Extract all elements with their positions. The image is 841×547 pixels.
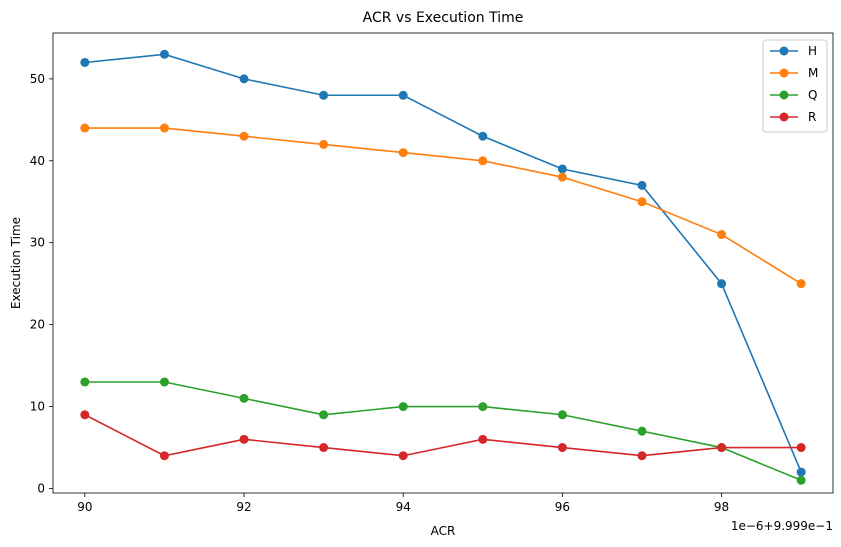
legend-marker bbox=[779, 46, 789, 56]
data-point bbox=[239, 131, 249, 141]
data-point bbox=[796, 475, 806, 485]
legend-item: M bbox=[770, 66, 818, 80]
x-tick-label: 90 bbox=[77, 500, 92, 514]
x-tick-label: 96 bbox=[555, 500, 570, 514]
y-tick-label: 30 bbox=[30, 236, 45, 250]
data-point bbox=[557, 410, 567, 420]
data-point bbox=[796, 279, 806, 289]
y-tick-label: 20 bbox=[30, 318, 45, 332]
data-point bbox=[239, 74, 249, 84]
data-point bbox=[717, 443, 727, 453]
data-point bbox=[478, 131, 488, 141]
y-tick-label: 10 bbox=[30, 400, 45, 414]
data-point bbox=[319, 443, 329, 453]
data-point bbox=[159, 451, 169, 461]
legend-item: Q bbox=[770, 88, 817, 102]
y-tick-label: 40 bbox=[30, 154, 45, 168]
series-layer bbox=[80, 49, 806, 485]
series-r bbox=[80, 410, 806, 461]
data-point bbox=[557, 443, 567, 453]
series-line bbox=[84, 127, 802, 285]
legend-label: R bbox=[808, 110, 816, 124]
data-point bbox=[478, 402, 488, 412]
data-point bbox=[398, 402, 408, 412]
series-m bbox=[80, 123, 806, 289]
y-axis: 0 10 20 30 40 50 bbox=[30, 72, 53, 495]
series-line bbox=[84, 414, 802, 457]
plot-frame bbox=[52, 32, 834, 494]
x-offset-text: 1e−6+9.999e−1 bbox=[731, 519, 833, 533]
data-point bbox=[80, 123, 90, 133]
data-point bbox=[398, 90, 408, 100]
data-point bbox=[637, 426, 647, 436]
data-point bbox=[557, 164, 567, 174]
data-point bbox=[80, 410, 90, 420]
data-point bbox=[717, 279, 727, 289]
legend-frame bbox=[762, 39, 828, 133]
data-point bbox=[637, 197, 647, 207]
x-tick-label: 92 bbox=[236, 500, 251, 514]
data-point bbox=[159, 49, 169, 59]
legend-label: Q bbox=[808, 88, 817, 102]
data-point bbox=[319, 139, 329, 149]
data-point bbox=[159, 123, 169, 133]
chart-title: ACR vs Execution Time bbox=[363, 10, 524, 26]
legend-marker bbox=[779, 90, 789, 100]
series-h bbox=[80, 49, 806, 477]
data-point bbox=[796, 467, 806, 477]
data-point bbox=[398, 451, 408, 461]
legend-marker bbox=[779, 112, 789, 122]
x-tick-label: 98 bbox=[714, 500, 729, 514]
data-point bbox=[717, 230, 727, 240]
series-line bbox=[84, 53, 802, 473]
legend-marker bbox=[779, 68, 789, 78]
series-q bbox=[80, 377, 806, 485]
x-tick-label: 94 bbox=[396, 500, 411, 514]
legend-item: H bbox=[770, 44, 817, 58]
plot-area: 90 92 94 96 98 0 10 20 30 40 50 bbox=[30, 32, 834, 514]
y-axis-title: Execution Time bbox=[9, 217, 23, 309]
data-point bbox=[80, 377, 90, 387]
x-axis-title: ACR bbox=[431, 524, 456, 538]
data-point bbox=[478, 434, 488, 444]
data-point bbox=[557, 172, 567, 182]
series-line bbox=[84, 381, 802, 482]
data-point bbox=[637, 180, 647, 190]
data-point bbox=[159, 377, 169, 387]
data-point bbox=[637, 451, 647, 461]
y-tick-label: 0 bbox=[37, 481, 45, 495]
data-point bbox=[796, 443, 806, 453]
legend-label: H bbox=[808, 44, 817, 58]
data-point bbox=[319, 410, 329, 420]
data-point bbox=[239, 393, 249, 403]
y-tick-label: 50 bbox=[30, 72, 45, 86]
data-point bbox=[239, 434, 249, 444]
data-point bbox=[319, 90, 329, 100]
data-point bbox=[80, 57, 90, 67]
data-point bbox=[398, 148, 408, 158]
legend-item: R bbox=[770, 110, 816, 124]
x-axis: 90 92 94 96 98 bbox=[77, 493, 729, 514]
data-point bbox=[478, 156, 488, 166]
legend-label: M bbox=[808, 66, 818, 80]
